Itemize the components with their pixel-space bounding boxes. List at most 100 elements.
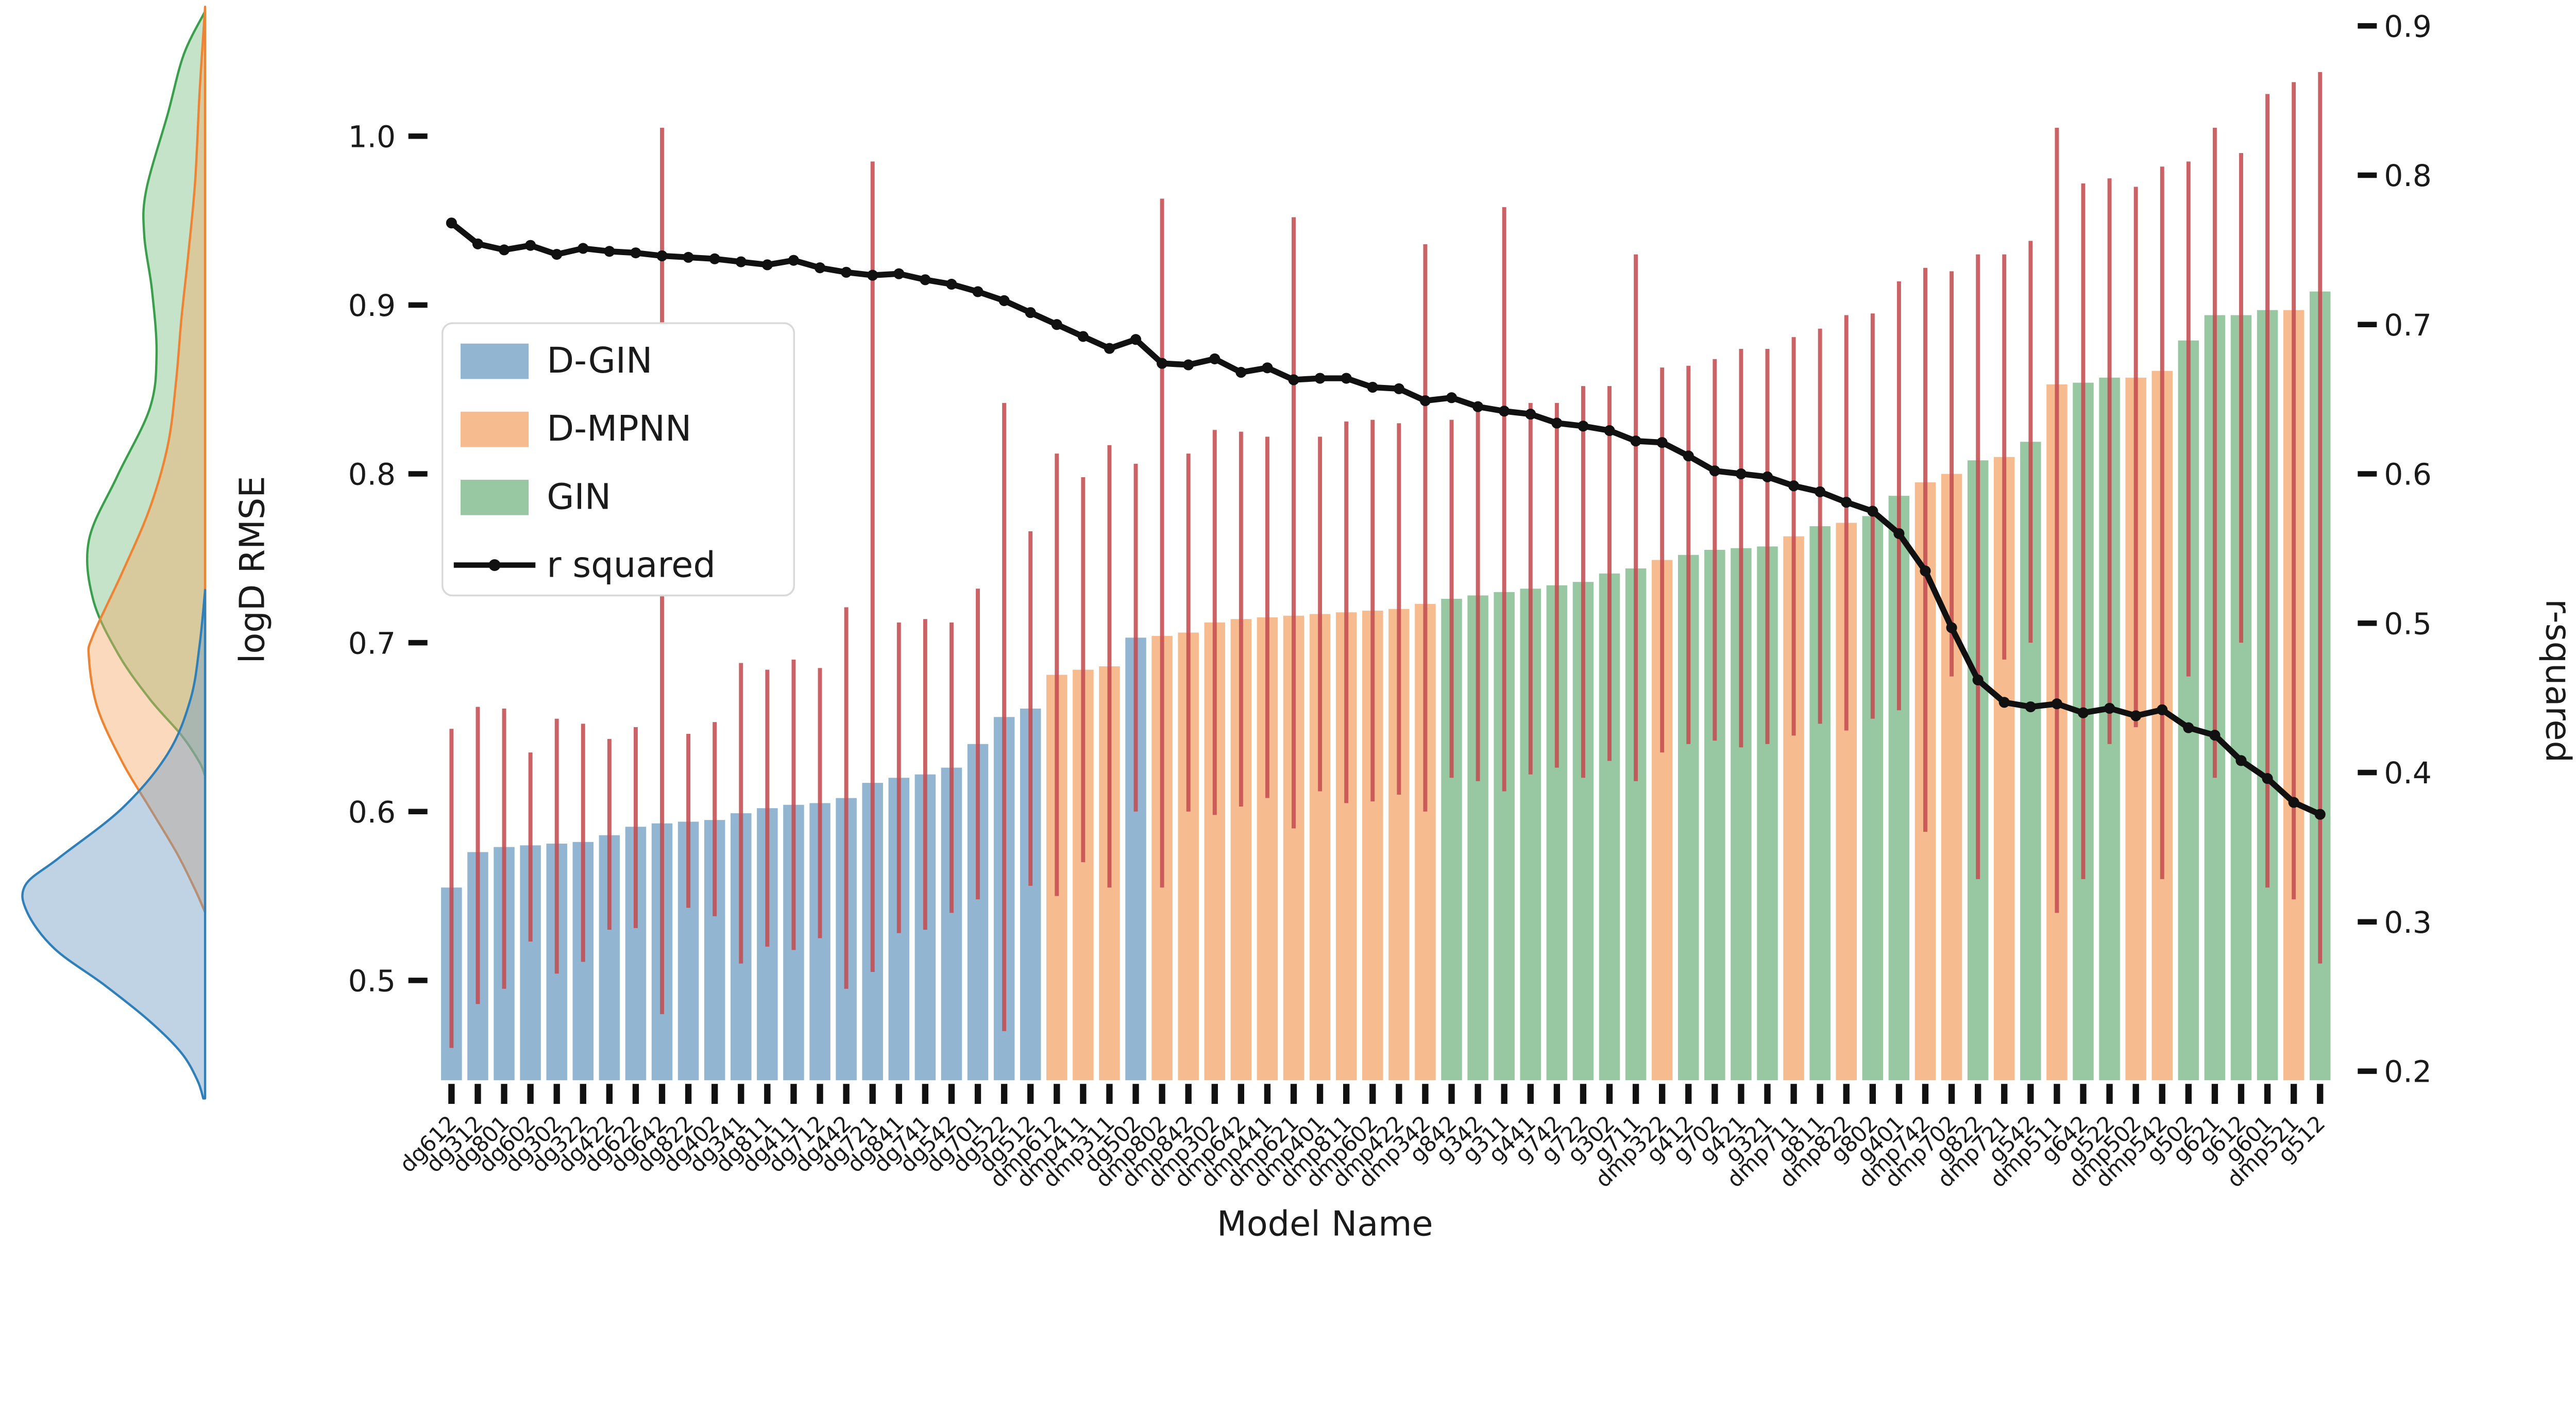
x-tick-g342 — [1475, 1084, 1481, 1104]
right-y-axis-title: r-squared — [2538, 599, 2576, 763]
legend-label-d-gin: D-GIN — [547, 340, 652, 381]
r2-point-dmp621 — [1288, 374, 1299, 385]
left-tick-label-0.7: 0.7 — [348, 626, 396, 661]
right-tick-0.8 — [2358, 172, 2377, 178]
legend: D-GIN D-MPNN GIN r squared — [441, 322, 795, 597]
x-tick-dg701 — [974, 1084, 981, 1104]
x-tick-g302 — [1606, 1084, 1613, 1104]
x-tick-dmp342 — [1422, 1084, 1429, 1104]
x-tick-g421 — [1738, 1084, 1744, 1104]
r2-point-dg822 — [683, 251, 694, 263]
x-tick-dmp822 — [1843, 1084, 1850, 1104]
r2-point-dg741 — [920, 274, 931, 286]
x-tick-dg642 — [658, 1084, 666, 1104]
r2-point-dmp842 — [1183, 359, 1194, 371]
x-tick-dg811 — [764, 1084, 771, 1104]
x-tick-dg402 — [711, 1084, 718, 1104]
x-tick-dg411 — [790, 1084, 797, 1104]
left-y-axis-title: logD RMSE — [232, 476, 273, 663]
x-tick-g802 — [1869, 1084, 1876, 1104]
r2-point-g311 — [1499, 406, 1510, 417]
x-tick-dmp322 — [1659, 1084, 1666, 1104]
r2-point-g542 — [2025, 701, 2036, 713]
legend-item-d-gin: D-GIN — [460, 340, 652, 381]
x-tick-dg602 — [527, 1084, 534, 1104]
x-tick-dg721 — [869, 1084, 876, 1104]
r2-point-dg622 — [630, 247, 641, 259]
x-tick-g412 — [1685, 1084, 1692, 1104]
r2-point-dmp822 — [1841, 496, 1852, 508]
figure-container: 0.5 0.6 0.7 0.8 0.9 1.0 0.2 0.3 0.4 0.5 0.6 0.7 0.8 0… — [21, 6, 2576, 1244]
r2-point-dg612 — [446, 217, 457, 229]
x-tick-g822 — [1975, 1084, 1981, 1104]
r2-point-dmp342 — [1419, 395, 1431, 407]
x-tick-dg322 — [580, 1084, 586, 1104]
r2-point-dg542 — [946, 278, 957, 290]
r2-point-dmp711 — [1788, 480, 1800, 492]
x-tick-dmp411 — [1080, 1084, 1087, 1104]
right-tick-label-0.3: 0.3 — [2384, 905, 2431, 940]
right-tick-label-0.8: 0.8 — [2384, 158, 2431, 193]
r2-point-g441 — [1525, 409, 1536, 420]
x-tick-g502 — [2185, 1084, 2192, 1104]
r2-point-dmp742 — [1920, 565, 1931, 577]
r2-point-dg712 — [814, 262, 826, 274]
right-tick-label-0.7: 0.7 — [2384, 308, 2431, 343]
x-tick-g601 — [2264, 1084, 2271, 1104]
right-tick-0.4 — [2358, 769, 2377, 776]
r2-point-dmp811 — [1341, 373, 1352, 384]
r2-point-g512 — [2314, 809, 2326, 820]
r2-point-dmp422 — [1393, 383, 1404, 394]
kde-curve-d-gin — [21, 589, 207, 1100]
left-tick-label-0.9: 0.9 — [348, 288, 396, 323]
x-tick-g722 — [1580, 1084, 1587, 1104]
r2-point-dmp502 — [2130, 710, 2142, 721]
right-tick-label-0.5: 0.5 — [2384, 606, 2431, 641]
r2-point-g702 — [1709, 465, 1720, 477]
x-tick-dg741 — [922, 1084, 929, 1104]
right-tick-label-0.4: 0.4 — [2384, 756, 2431, 791]
x-tick-g522 — [2106, 1084, 2113, 1104]
x-tick-g401 — [1895, 1084, 1903, 1104]
x-tick-dg841 — [895, 1084, 902, 1104]
x-tick-dmp621 — [1290, 1084, 1297, 1104]
r2-point-g802 — [1867, 506, 1878, 517]
left-tick-0.9 — [408, 302, 428, 308]
r2-point-dg442 — [841, 266, 852, 278]
left-tick-label-0.5: 0.5 — [348, 964, 396, 999]
legend-item-gin: GIN — [460, 476, 611, 517]
legend-swatch-d-gin — [460, 343, 529, 379]
r2-point-dmp311 — [1104, 343, 1115, 354]
right-tick-0.6 — [2358, 471, 2377, 477]
x-tick-dmp302 — [1211, 1084, 1218, 1104]
r2-point-g811 — [1815, 486, 1826, 497]
r2-point-dmp521 — [2288, 797, 2299, 808]
r2-point-dmp802 — [1157, 358, 1168, 369]
r2-point-dg721 — [867, 270, 878, 281]
x-tick-dmp422 — [1396, 1084, 1402, 1104]
legend-box — [441, 322, 795, 597]
right-tick-0.9 — [2358, 23, 2377, 29]
x-tick-g512 — [2317, 1084, 2324, 1104]
r2-point-dmp721 — [1998, 697, 2010, 708]
r-squared-line — [446, 217, 2326, 820]
r2-point-dmp441 — [1262, 362, 1273, 374]
right-tick-label-0.2: 0.2 — [2384, 1054, 2431, 1089]
x-tick-dmp502 — [2132, 1084, 2139, 1104]
kde-curve-d-mpnn — [87, 6, 207, 914]
x-tick-dg512 — [1027, 1084, 1034, 1104]
r2-point-dg502 — [1130, 334, 1142, 345]
r2-point-dmp411 — [1077, 331, 1089, 342]
r2-point-g522 — [2104, 702, 2115, 714]
r2-point-g342 — [1472, 401, 1484, 412]
left-tick-label-0.8: 0.8 — [348, 457, 396, 492]
x-tick-g742 — [1553, 1084, 1561, 1104]
r2-point-g601 — [2262, 773, 2273, 784]
x-tick-dmp542 — [2159, 1084, 2165, 1104]
r2-point-dg312 — [472, 238, 483, 249]
right-tick-0.2 — [2358, 1068, 2377, 1074]
right-tick-0.5 — [2358, 620, 2377, 626]
x-tick-dmp401 — [1316, 1084, 1324, 1104]
error-bars — [449, 72, 2323, 1048]
x-tick-dmp642 — [1238, 1084, 1245, 1104]
